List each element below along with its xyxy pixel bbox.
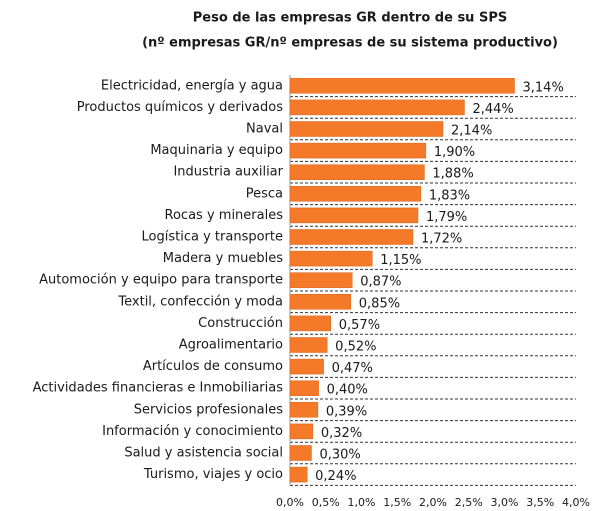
value-label: 0,52% [335,340,376,355]
y-tick-label: Salud y asistencia social [124,446,283,461]
value-label: 1,79% [426,210,467,225]
bar [289,229,414,245]
bar [289,186,422,202]
x-tick-label: 0,5% [312,496,340,509]
y-tick-label: Información y conocimiento [102,424,283,439]
bar [289,99,465,116]
value-label: 1,15% [380,253,421,268]
bar [289,250,373,267]
value-label: 3,14% [523,80,564,95]
y-tick-label: Maquinaria y equipo [150,143,283,158]
y-tick-label: Actividades financieras e Inmobiliarias [33,381,284,396]
y-tick-label: Productos químicos y derivados [77,100,284,115]
value-label: 0,87% [360,275,401,290]
y-tick-label: Naval [246,122,283,137]
value-label: 0,30% [319,448,360,463]
y-tick-label: Logística y transporte [142,230,283,245]
y-tick-label: Turismo, viajes y ocio [143,467,283,482]
x-tick-label: 3,0% [491,496,519,509]
y-tick-label: Rocas y minerales [165,208,284,223]
chart-subtitle: (nº empresas GR/nº empresas de su sistem… [142,36,558,51]
x-tick-label: 1,5% [383,496,411,509]
value-label: 1,72% [421,232,462,247]
y-tick-label: Pesca [246,186,283,201]
value-label: 1,88% [432,167,473,182]
bar [289,466,308,483]
bar [289,164,425,180]
bar [289,315,332,332]
value-label: 0,32% [321,426,362,441]
value-label: 1,83% [429,188,470,203]
value-label: 0,40% [327,383,368,398]
bar [289,78,515,94]
y-tick-label: Servicios profesionales [134,402,284,417]
chart-title: Peso de las empresas GR dentro de su SPS [193,11,507,26]
value-label: 0,47% [332,361,373,376]
bar [289,445,312,461]
bar [289,380,319,396]
y-tick-label: Automoción y equipo para transporte [39,273,283,288]
value-label: 0,57% [339,318,380,333]
bar [289,402,319,418]
bar [289,423,314,440]
bar [289,207,419,224]
y-tick-label: Artículos de consumo [143,359,283,374]
y-tick-label: Electricidad, energía y agua [101,78,283,93]
x-tick-label: 2,5% [455,496,483,509]
value-label: 2,44% [472,102,513,117]
value-label: 1,90% [434,145,475,160]
y-tick-label: Textil, confección y moda [117,294,283,309]
x-tick-label: 2,0% [419,496,447,509]
value-label: 0,24% [315,469,356,484]
y-tick-label: Industria auxiliar [173,165,283,180]
x-tick-label: 4,0% [562,496,590,509]
x-tick-label: 3,5% [526,496,554,509]
x-tick-label: 0,0% [276,496,304,509]
bar [289,337,328,353]
value-label: 0,85% [359,296,400,311]
bar [289,121,444,137]
value-label: 2,14% [451,124,492,139]
bar [289,358,324,375]
value-label: 0,39% [326,404,367,419]
bar [289,142,427,159]
x-tick-label: 1,0% [348,496,376,509]
y-tick-label: Madera y muebles [163,251,283,266]
bar [289,272,353,288]
bar [289,294,352,310]
y-tick-label: Agroalimentario [179,338,283,353]
y-tick-label: Construcción [198,316,283,331]
